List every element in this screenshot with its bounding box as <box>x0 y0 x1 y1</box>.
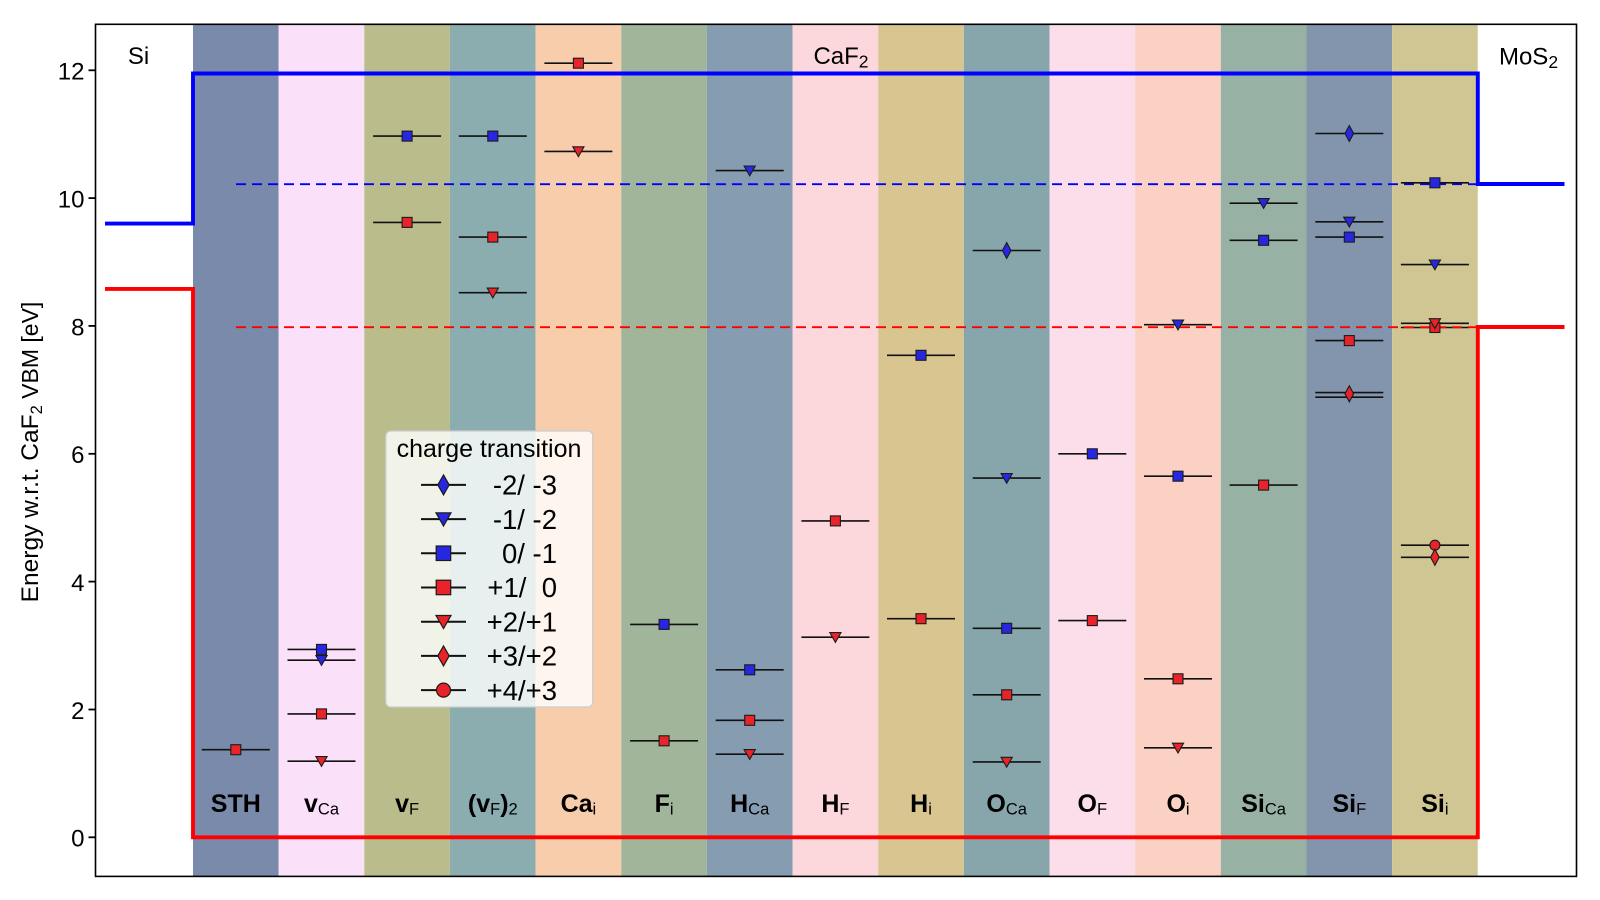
svg-text:charge transition: charge transition <box>397 435 582 463</box>
svg-text:Sii: Sii <box>1421 790 1448 819</box>
svg-text:Energy w.r.t. CaF2 VBM [eV]: Energy w.r.t. CaF2 VBM [eV] <box>17 302 46 603</box>
svg-text:6: 6 <box>71 442 84 469</box>
svg-text:+3/+2: +3/+2 <box>487 641 557 672</box>
svg-text:Hi: Hi <box>910 790 932 819</box>
svg-text:+2/+1: +2/+1 <box>487 606 557 637</box>
svg-text:-1/ -2: -1/ -2 <box>493 504 557 535</box>
svg-text:Fi: Fi <box>655 790 674 819</box>
svg-text:4: 4 <box>71 570 84 597</box>
svg-text:+4/+3: +4/+3 <box>487 675 557 706</box>
svg-text:0/ -1: 0/ -1 <box>502 538 557 569</box>
svg-text:Oi: Oi <box>1166 790 1189 819</box>
svg-text:+1/ 0: +1/ 0 <box>487 572 557 603</box>
svg-text:STH: STH <box>211 790 261 818</box>
svg-text:-2/ -3: -2/ -3 <box>493 470 557 501</box>
svg-text:MoS2: MoS2 <box>1499 44 1558 73</box>
svg-text:10: 10 <box>58 187 85 214</box>
svg-text:Cai: Cai <box>561 790 597 819</box>
svg-text:8: 8 <box>71 314 84 341</box>
svg-text:0: 0 <box>71 826 84 853</box>
svg-text:12: 12 <box>58 59 85 86</box>
svg-text:2: 2 <box>71 698 84 725</box>
svg-text:Si: Si <box>128 43 149 70</box>
